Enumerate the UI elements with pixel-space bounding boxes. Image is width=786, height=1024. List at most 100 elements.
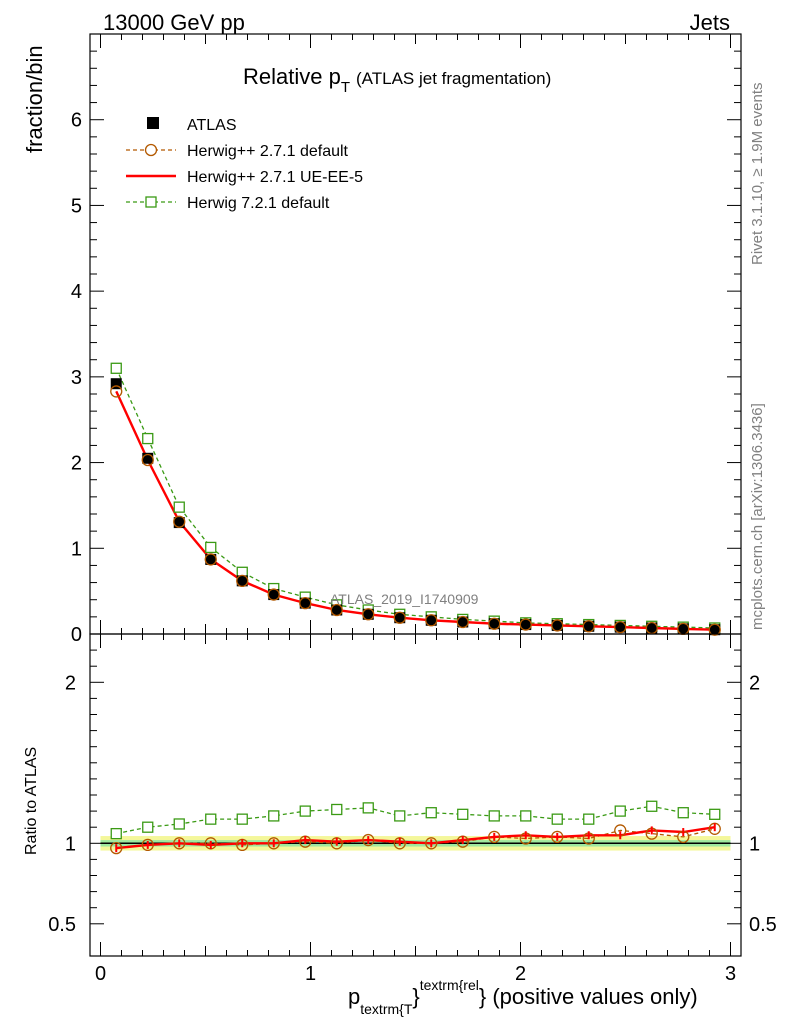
main-ytick-label: 2	[71, 453, 82, 475]
legend-marker-atlas	[147, 117, 159, 129]
ratio-herwig7-point	[173, 818, 185, 830]
atlas-point	[236, 575, 248, 587]
ratio-herwig7-point	[551, 813, 563, 825]
herwig-default-point	[488, 617, 501, 630]
atlas-point	[205, 553, 217, 565]
herwig-default-point	[582, 620, 595, 633]
ratio-xtick-label: 0	[95, 963, 106, 985]
ratio-frame	[89, 633, 742, 957]
main-ylabel: fraction/bin	[22, 45, 47, 153]
ratio-herwig7-point	[614, 805, 626, 817]
herwig-default-point	[299, 596, 312, 610]
ratio-xtick-label: 3	[725, 963, 736, 985]
atlas-point	[551, 619, 563, 631]
ratio-x-axis: 0 1 2 3	[95, 634, 736, 985]
ratio-herwig-default-point	[362, 833, 375, 847]
main-series	[110, 362, 721, 636]
herwig-default-point	[173, 515, 186, 528]
herwig-default-point	[330, 603, 343, 617]
atlas-point	[173, 517, 185, 529]
legend-label-herwig7: Herwig 7.2.1 default	[187, 195, 330, 212]
xlabel-main: p	[348, 984, 360, 1009]
ratio-herwig7-point	[709, 808, 721, 820]
main-y-axis: 0 1 2 3 4 5 6	[71, 50, 741, 646]
ratio-herwig7-point	[299, 805, 311, 817]
herwig-default-point	[141, 453, 154, 467]
ratio-xtick-label: 1	[305, 963, 316, 985]
herwig7-point	[110, 362, 122, 374]
herwig7-point	[142, 432, 154, 445]
atlas-point	[268, 589, 280, 601]
chart-title-rest: (ATLAS jet fragmentation)	[356, 69, 551, 88]
xlabel-sub: textrm{T	[360, 1001, 413, 1017]
ratio-herwig-default-point	[141, 838, 154, 852]
ratio-herwig7-point	[236, 813, 248, 825]
main-ytick-label: 6	[71, 110, 82, 132]
ratio-herwig7-point	[110, 827, 122, 840]
ratio-herwig7-point	[457, 808, 469, 820]
ratio-herwig7-point	[394, 810, 406, 822]
ratio-ytick-label-right: 2	[749, 672, 760, 694]
ratio-herwig7-point	[268, 810, 280, 822]
ratio-xtick-label: 2	[515, 963, 526, 985]
energy-label: 13000 GeV pp	[103, 10, 245, 35]
main-ytick-label: 5	[71, 195, 82, 217]
herwig-default-point	[236, 574, 249, 588]
atlas-point	[457, 616, 469, 628]
ratio-herwig7-point	[488, 810, 500, 822]
atlas-point	[362, 608, 374, 620]
main-ytick-label: 0	[71, 624, 82, 646]
ratio-herwig7-point	[142, 821, 154, 833]
legend-label-herwig-default: Herwig++ 2.7.1 default	[187, 143, 349, 160]
ratio-herwig-default-point	[267, 837, 280, 850]
atlas-point	[488, 618, 500, 630]
analysis-label: ATLAS_2019_I1740909	[330, 591, 479, 607]
ratio-herwig-default-point	[488, 830, 501, 844]
atlas-point	[646, 622, 658, 634]
atlas-point	[520, 619, 532, 631]
atlas-point	[299, 597, 311, 609]
ratio-herwig7-point	[205, 813, 217, 825]
ratio-herwig7-point	[520, 810, 532, 822]
atlas-point	[142, 452, 154, 464]
ratio-herwig7-point	[677, 807, 689, 819]
herwig-default-point	[267, 588, 280, 601]
herwig-default-point	[362, 608, 375, 621]
herwig7-point	[173, 501, 185, 513]
chart-title: Relative pT (ATLAS jet fragmentation)	[243, 64, 551, 96]
rivet-version-label: Rivet 3.1.10, ≥ 1.9M events	[749, 83, 766, 266]
atlas-point	[583, 620, 595, 632]
ratio-herwig-default-point	[425, 837, 438, 850]
ratio-ytick-label: 2	[65, 672, 76, 694]
ratio-ytick-label-right: 1	[749, 833, 760, 855]
mcplots-label: mcplots.cern.ch [arXiv:1306.3436]	[749, 403, 766, 630]
herwig-default-point	[551, 619, 564, 632]
chart-title-sub: T	[341, 79, 350, 96]
main-ytick-label: 1	[71, 538, 82, 560]
herwig-default-point	[204, 553, 217, 566]
atlas-point	[425, 614, 437, 626]
atlas-point	[614, 621, 626, 633]
ratio-ylabel: Ratio to ATLAS	[23, 747, 40, 855]
legend-label-atlas: ATLAS	[187, 117, 237, 134]
legend-marker-herwig7	[145, 196, 157, 208]
main-ytick-label: 3	[71, 367, 82, 389]
ratio-panel: 0.5 0.5 1 1 2 2 0 1 2 3 Ratio to ATLAS ptextrm{T…	[23, 633, 777, 1017]
herwig-default-point	[456, 615, 469, 629]
xlabel-rest: } (positive values only)	[479, 984, 698, 1009]
ratio-herwig-default-point	[110, 841, 123, 855]
main-x-ticks	[100, 34, 731, 634]
chart-title-main: Relative p	[243, 64, 341, 89]
ratio-herwig7-point	[362, 802, 374, 814]
ratio-ytick-label: 0.5	[48, 914, 76, 936]
ratio-xlabel: ptextrm{T}textrm{rel} (positive values o…	[348, 977, 698, 1017]
atlas-point	[110, 378, 122, 390]
herwig-default-point	[519, 618, 532, 631]
herwig-default-point	[393, 611, 406, 624]
ratio-herwig7-point	[646, 800, 658, 812]
herwig-default-point	[425, 614, 438, 627]
herwig7-point	[205, 541, 217, 554]
ratio-ytick-label-right: 0.5	[749, 914, 777, 936]
ratio-herwig-default-point	[551, 830, 564, 844]
